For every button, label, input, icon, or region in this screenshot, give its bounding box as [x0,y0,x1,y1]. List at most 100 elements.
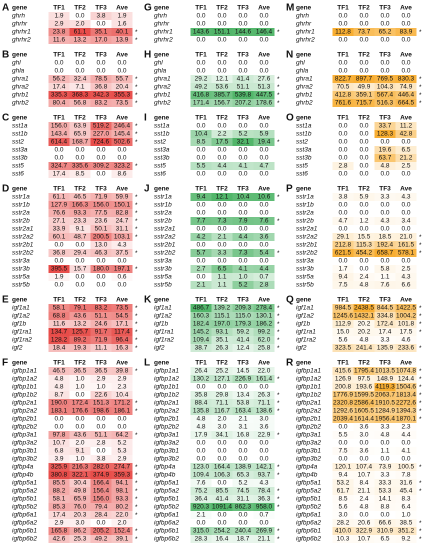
heat-cell [211,91,233,99]
value: 35.8 [195,392,208,399]
heat-cell [211,99,233,107]
gene-name: sstr2b1 [296,242,318,249]
gene-name: igf1ra1 [296,329,316,336]
value: 1004.2 [396,313,416,320]
value: 2.9 [54,21,63,28]
value: 0.0 [338,155,347,162]
value: 38.7 [195,345,208,352]
gene-name: ghrb2 [154,100,171,107]
value: 29.8 [216,392,229,399]
heat-cell [48,209,70,217]
value: 0.0 [217,258,226,265]
significance: * [277,496,280,503]
column-header: TF2 [358,360,370,367]
value: 10.4 [116,392,129,399]
value: 0.0 [117,416,126,423]
heat-cell [48,12,70,20]
heat-cell [353,249,375,257]
heat-cell [395,328,417,336]
significance: * [135,250,138,257]
heat-cell [332,281,354,289]
gene-name: igfbp1a1 [296,368,321,375]
heat-cell [374,28,396,36]
value: 178.6 [256,100,273,107]
heat-cell [69,479,91,487]
heat-cell [374,217,396,225]
heat-cell [332,415,354,423]
value: 71.9 [95,194,108,201]
value: 13.0 [95,242,108,249]
value: 958.0 [256,504,273,511]
significance: * [135,329,138,336]
value: 6.5 [401,147,410,154]
value: 0.0 [401,21,410,28]
heat-cell [374,249,396,257]
value: 18.4 [53,345,66,352]
heat-cell [190,495,212,503]
gene-name: sstr2b1 [12,242,34,249]
value: 5.2 [238,282,247,289]
heat-cell [232,138,254,146]
value: 13.2 [74,321,87,328]
heat-cell [353,91,375,99]
value: 48.7 [74,234,87,241]
value: 412.8 [335,92,352,99]
heat-cell [332,91,354,99]
value: 0.0 [259,456,268,463]
value: 26.3 [258,392,271,399]
value: 156.0 [51,123,68,130]
heat-cell [190,193,212,201]
heat-cell [253,83,275,91]
column-header: TF1 [53,297,65,304]
value: 9.4 [338,472,347,479]
significance: * [135,408,138,415]
value: 25.3 [74,536,87,543]
heat-cell [69,375,91,383]
value: 82.8 [116,210,129,217]
heat-cell [90,122,112,130]
heat-cell [211,193,233,201]
value: 374.9 [93,472,110,479]
value: 0.0 [359,37,368,44]
value: 80.4 [53,100,66,107]
value: 0.0 [238,60,247,67]
value: 138.6 [256,408,273,415]
value: 125.7 [72,329,89,336]
significance: * [135,163,138,170]
value: 176.6 [72,408,89,415]
value: 0.0 [380,13,389,20]
value: 104.3 [377,84,394,91]
column-header: Ave [258,186,270,193]
value: 0.0 [217,60,226,67]
heat-cell [69,20,91,28]
value: 2.3 [401,424,410,431]
value: 142.1 [256,464,273,471]
value: 0.0 [238,68,247,75]
heat-cell [69,225,91,233]
value: 54.5 [116,313,129,320]
heat-cell [190,130,212,138]
value: 2.8 [96,440,105,447]
column-header: TF2 [216,297,228,304]
value: 80.2 [116,504,129,511]
heat-cell [190,328,212,336]
gene-name: igfbp2a2 [12,408,37,415]
gene-name: sstr5b [296,282,314,289]
value: 127.1 [214,376,231,383]
heat-cell [374,407,396,415]
significance: * [277,329,280,336]
heat-cell [190,91,212,99]
value: 38.5 [400,520,413,527]
value: 144.6 [235,29,252,36]
gene-name: ghrhr1 [296,29,315,36]
heat-cell [211,471,233,479]
significance: * [135,504,138,511]
heat-cell [111,249,133,257]
value: 664.5 [398,100,415,107]
value: 2.1 [217,234,226,241]
value: 3.8 [338,194,347,201]
value: 0.0 [359,139,368,146]
gene-name: sstr3a [296,258,314,265]
heat-cell [190,28,212,36]
value: 1504.6 [396,384,416,391]
